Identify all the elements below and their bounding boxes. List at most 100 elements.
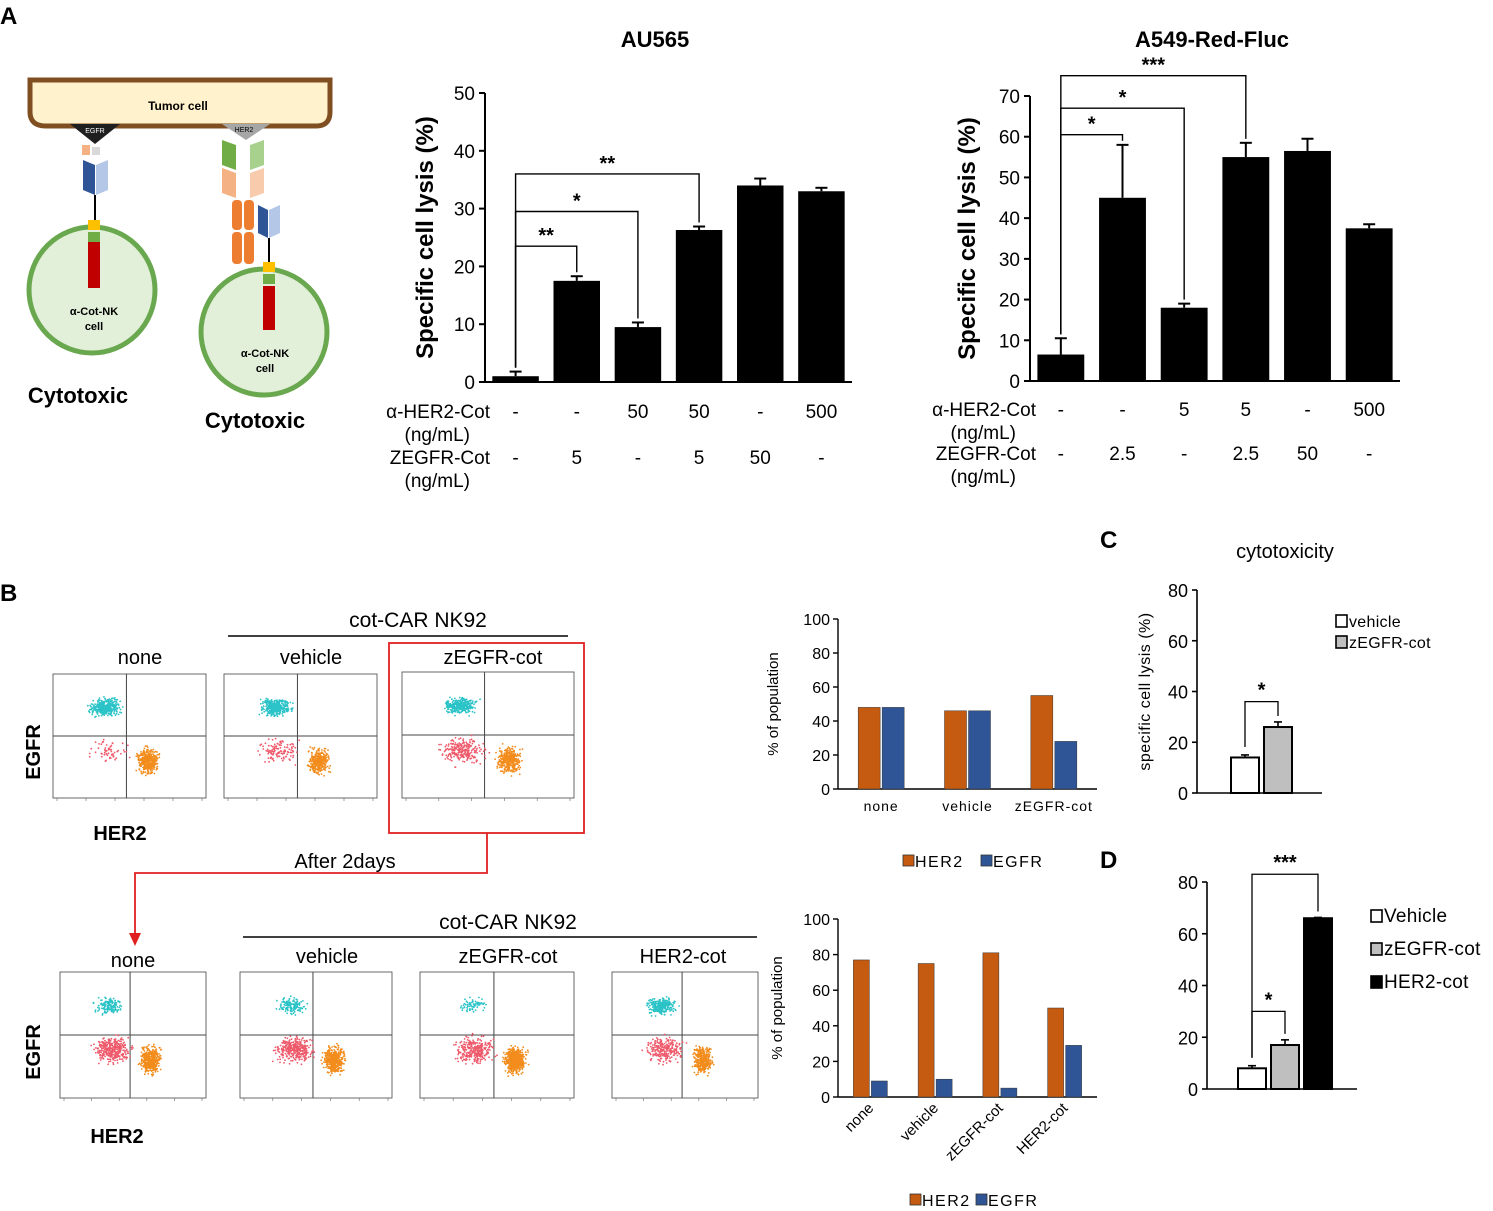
y-tick-label: 20 — [999, 291, 1020, 312]
bar — [1222, 157, 1270, 381]
x-tick-label: vehicle — [897, 1100, 942, 1145]
y-tick-label: 60 — [1168, 632, 1188, 652]
y-tick-label: 40 — [454, 142, 475, 163]
flow-plot — [611, 971, 759, 1101]
bar — [1284, 150, 1331, 381]
flow-plot — [52, 673, 207, 801]
flow-dots — [453, 996, 530, 1077]
scfv-icon-2-right — [269, 205, 280, 238]
row2-value: 5 — [571, 448, 582, 469]
row2-value: 50 — [750, 448, 771, 469]
row1-value: 5 — [1241, 400, 1252, 421]
flow-title-vehicle-bottom: vehicle — [296, 946, 358, 968]
antibody-fab-right — [250, 140, 264, 170]
flow-dots — [257, 697, 332, 777]
cytotoxic-label-right: Cytotoxic — [205, 408, 305, 433]
legend-swatch — [902, 854, 915, 867]
tumor-cell-label: Tumor cell — [148, 99, 208, 113]
flow-plot — [59, 971, 207, 1101]
row1-unit: (ng/mL) — [951, 423, 1016, 444]
row2-value: - — [1181, 444, 1187, 465]
chart-title: cytotoxicity — [1236, 541, 1334, 563]
after-2days-label: After 2days — [294, 851, 395, 873]
x-tick-label: none — [842, 1100, 878, 1136]
y-tick-label: 20 — [812, 748, 830, 765]
bar — [935, 1078, 953, 1098]
bar — [944, 710, 967, 790]
significance-label: * — [1265, 989, 1273, 1011]
legend-label: HER2 — [915, 854, 964, 871]
cot-tag-icon — [92, 147, 100, 155]
significance-label: ** — [538, 225, 554, 247]
legend-swatch — [980, 854, 993, 867]
cytotoxic-label-left: Cytotoxic — [28, 383, 128, 408]
y-tick-label: 80 — [812, 948, 830, 965]
car-signal-right — [263, 286, 275, 330]
flow-dots — [641, 996, 715, 1077]
y-tick-label: 0 — [1188, 1080, 1198, 1100]
legend-swatch — [1370, 942, 1383, 956]
row1-value: - — [1119, 400, 1125, 421]
row1-value: 500 — [806, 402, 838, 423]
x-tick-label: zEGFR-cot — [1015, 798, 1093, 814]
significance-label: * — [1088, 114, 1096, 136]
antibody-arm-right — [250, 168, 264, 198]
y-tick-label: 40 — [812, 1019, 830, 1036]
row2-unit: (ng/mL) — [951, 467, 1016, 488]
antibody-fc-4 — [244, 232, 254, 264]
row2-value: - — [1058, 444, 1064, 465]
scfv-icon-right — [96, 160, 108, 195]
legend-swatch — [1370, 975, 1383, 989]
bar — [1000, 1087, 1018, 1098]
legend-swatch — [909, 1193, 922, 1206]
y-tick-label: 30 — [999, 250, 1020, 271]
tumor-cell-membrane — [27, 77, 333, 129]
red-arrow-path — [134, 833, 488, 935]
row1-value: 50 — [627, 402, 648, 423]
legend-label: Vehicle — [1384, 906, 1447, 927]
x-tick-label: vehicle — [942, 798, 993, 814]
row2-value: 2.5 — [1233, 444, 1259, 465]
y-axis-label: % of population — [769, 956, 786, 1059]
significance-label: * — [1119, 87, 1127, 109]
row2-value: 2.5 — [1109, 444, 1135, 465]
y-tick-label: 50 — [454, 84, 475, 105]
row2-value: 50 — [1297, 444, 1318, 465]
panel-label-d: D — [1100, 847, 1117, 874]
bar — [1230, 756, 1260, 794]
flow-title-zegfr-bottom: zEGFR-cot — [459, 946, 558, 968]
row1-value: 500 — [1353, 400, 1385, 421]
row2-value: - — [512, 448, 518, 469]
car-hinge-left-top — [88, 220, 100, 230]
bar — [857, 707, 881, 790]
significance-bracket — [1060, 74, 1247, 335]
flow-dots — [271, 995, 347, 1077]
chart-title: AU565 — [621, 27, 689, 52]
y-tick-label: 40 — [1178, 977, 1198, 997]
row2-value: 5 — [694, 448, 705, 469]
row1-value: 5 — [1179, 400, 1190, 421]
y-tick-label: 0 — [1009, 372, 1020, 393]
flow-plot — [401, 671, 575, 801]
bar — [1270, 1044, 1300, 1090]
chart-b-bottom: % of population 0 20 40 60 80 100 none vehicle zE… — [769, 912, 1097, 1210]
egfr-receptor-icon — [70, 124, 120, 144]
y-tick-label: 80 — [1178, 873, 1198, 893]
panel-label-a: A — [0, 3, 17, 30]
cot-car-label-top: cot-CAR NK92 — [349, 609, 487, 632]
her2-receptor-label: HER2 — [235, 127, 254, 134]
flow-cytometry: cot-CAR NK92 none vehicle zEGFR-cot EGFR… — [23, 609, 759, 1148]
nk-cell-right-label2: cell — [256, 363, 274, 375]
legend-label: HER2-cot — [1384, 972, 1469, 993]
chart-b-top: % of population 0 20 40 60 80 100 none vehicle zE… — [765, 612, 1097, 871]
bar — [1054, 741, 1078, 790]
y-tick-label: 20 — [812, 1054, 830, 1071]
chart-c: cytotoxicity specific cell lysis (%) 0 20 40… — [1137, 541, 1431, 804]
bar — [1160, 307, 1208, 381]
row2-unit: (ng/mL) — [405, 471, 470, 492]
bar — [675, 229, 723, 382]
her2-receptor-icon — [222, 124, 270, 140]
chart-au565: AU565 Specific cell lysis (%) 0 10 20 30 40 50 *… — [386, 27, 852, 492]
legend-label: HER2 — [922, 1193, 971, 1210]
y-axis-label: Specific cell lysis (%) — [954, 117, 981, 360]
